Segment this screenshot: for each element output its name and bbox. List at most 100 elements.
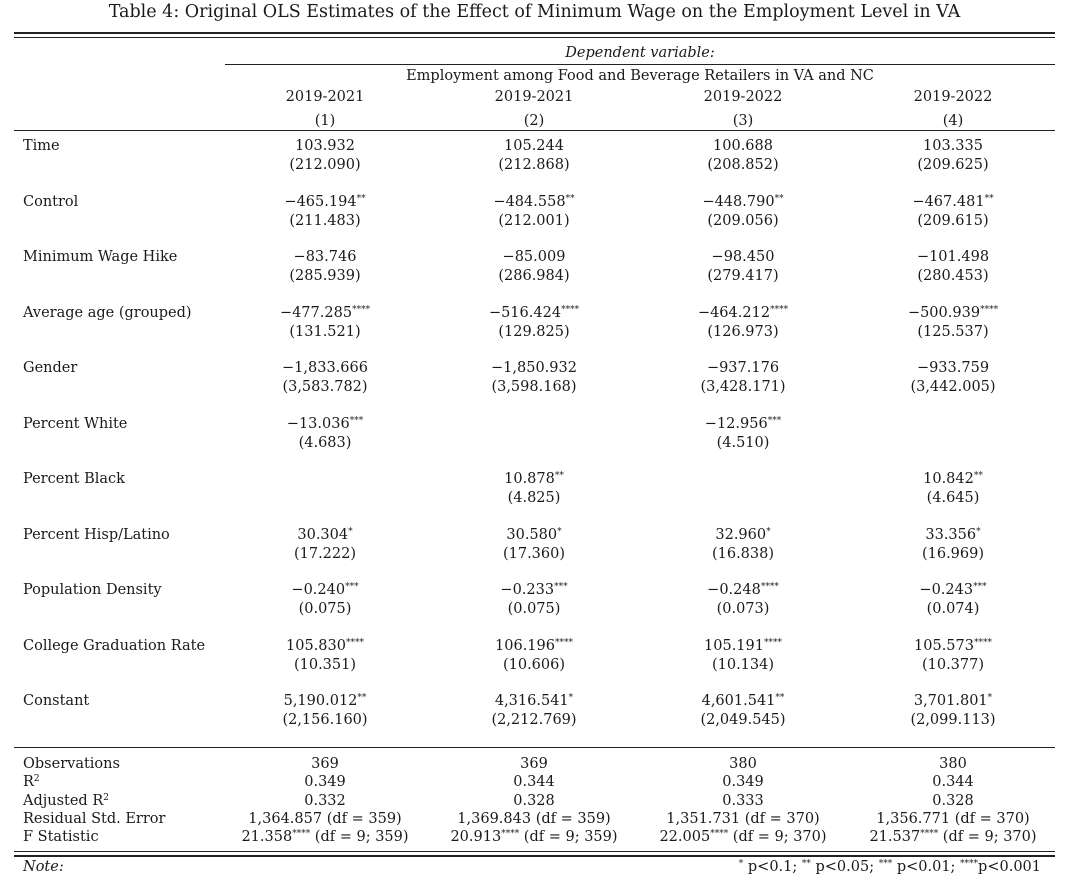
standard-error: (4.825) — [507, 490, 561, 506]
coefficient: 103.932 — [295, 138, 355, 157]
stat-value: 0.344 — [513, 774, 555, 793]
cell-suffix: (df = 9; 370) — [728, 829, 827, 845]
cell-value: 33.356 — [925, 526, 977, 543]
stat-label: R2 — [23, 774, 40, 793]
standard-error: (4.683) — [298, 434, 352, 451]
standard-error: (279.417) — [707, 268, 779, 284]
coefficient: −1,833.666 — [282, 360, 368, 379]
row-label: Gender — [23, 360, 78, 376]
column-number: (4) — [942, 113, 964, 129]
cell-value: −85.009 — [502, 249, 566, 265]
row-label: Minimum Wage Hike — [23, 249, 178, 265]
cell-value: 30.304 — [297, 526, 349, 543]
stat-value: 1,369.843 (df = 359) — [457, 811, 610, 830]
standard-error: (209.615) — [917, 212, 989, 229]
column-year: 2019-2022 — [913, 89, 993, 105]
cell-value: 0.328 — [513, 793, 555, 809]
standard-error: (0.074) — [926, 601, 980, 617]
cell-value: −448.790 — [702, 193, 775, 210]
cell-value: −0.240 — [291, 582, 346, 598]
standard-error: (3,428.171) — [700, 379, 786, 395]
column-year: 2019-2022 — [703, 89, 783, 105]
coefficient: 33.356* — [925, 527, 980, 546]
row-label: Constant — [23, 693, 90, 709]
stats-rule — [14, 747, 1055, 748]
stat-value: 0.328 — [932, 793, 974, 812]
stat-label-superscript: 2 — [33, 774, 40, 784]
cell-value: 1,364.857 (df = 359) — [248, 811, 402, 827]
standard-error: (16.969) — [921, 545, 985, 562]
stat-label-text: Adjusted R — [23, 793, 104, 809]
coefficient: 4,316.541* — [495, 693, 573, 712]
significance-stars: * — [987, 693, 993, 703]
coefficient: 3,701.801* — [914, 693, 992, 712]
stat-value: 0.344 — [932, 774, 974, 793]
significance-stars: **** — [561, 304, 580, 315]
cell-value: −477.285 — [279, 304, 353, 321]
significance-stars: *** — [767, 415, 782, 426]
note-stars: * — [738, 859, 744, 869]
cell-value: 106.196 — [495, 637, 555, 654]
coefficient: −101.498 — [917, 249, 989, 268]
cell-value: −465.194 — [284, 193, 357, 210]
standard-error: (209.625) — [917, 157, 989, 173]
standard-error: (2,156.160) — [282, 712, 368, 728]
cell-value: 4,601.541 — [701, 693, 776, 709]
coefficient: −98.450 — [712, 249, 775, 268]
cell-value: 0.328 — [932, 793, 974, 809]
significance-stars: **** — [920, 829, 939, 839]
cell-value: 5,190.012 — [283, 693, 358, 709]
standard-error: (3,442.005) — [910, 379, 996, 395]
standard-error: (2,212.769) — [491, 712, 577, 728]
standard-error: (129.825) — [498, 323, 570, 340]
cell-value: −1,850.932 — [491, 360, 577, 376]
stat-label: Residual Std. Error — [23, 811, 165, 830]
row-label: Time — [23, 138, 60, 154]
standard-error: (10.351) — [293, 656, 357, 673]
column-number: (2) — [523, 113, 545, 129]
header-rule — [14, 130, 1055, 131]
note-stars: **** — [960, 859, 979, 869]
standard-error: (212.090) — [289, 157, 361, 173]
stat-label-text: F Statistic — [23, 829, 99, 845]
cell-value: 380 — [729, 756, 757, 772]
stat-value: 0.332 — [304, 793, 346, 812]
cell-value: 10.878 — [504, 471, 555, 487]
coefficient: −85.009 — [503, 249, 566, 268]
standard-error: (209.056) — [707, 212, 779, 229]
stat-value: 0.349 — [304, 774, 346, 793]
column-number: (3) — [732, 113, 754, 129]
stat-label-superscript: 2 — [103, 793, 109, 803]
coefficient: 105.191**** — [704, 638, 782, 657]
cell-value: 30.580 — [506, 526, 558, 543]
stat-label: Observations — [23, 756, 120, 775]
cell-value: −0.243 — [919, 582, 974, 598]
cell-value: 369 — [311, 756, 339, 772]
coefficient: 105.573**** — [914, 638, 992, 657]
cell-value: 369 — [520, 756, 548, 772]
coefficient: −0.243*** — [919, 582, 986, 601]
cell-value: 105.191 — [704, 637, 764, 654]
coefficient: −0.248**** — [707, 582, 779, 601]
cell-value: 1,356.771 (df = 370) — [876, 811, 1030, 827]
stat-value: 0.328 — [513, 793, 555, 812]
standard-error: (212.868) — [498, 157, 570, 173]
stat-value: 380 — [729, 756, 757, 775]
significance-note: * p<0.1; ** p<0.05; *** p<0.01; ****p<0.… — [739, 859, 1041, 878]
cell-value: 21.537 — [869, 829, 921, 845]
coefficient: −467.481** — [912, 194, 993, 213]
stat-label-text: R — [23, 774, 34, 790]
coefficient: −933.759 — [917, 360, 989, 379]
significance-stars: ** — [357, 693, 367, 703]
cell-value: 105.830 — [286, 637, 346, 654]
cell-value: −101.498 — [916, 249, 990, 265]
stat-value: 22.005**** (df = 9; 370) — [659, 829, 826, 848]
cell-value: −98.450 — [711, 249, 775, 265]
standard-error: (4.510) — [716, 434, 770, 451]
significance-stars: ** — [775, 693, 785, 703]
cell-value: −0.248 — [707, 582, 761, 598]
coefficient: 106.196**** — [495, 638, 573, 657]
row-label: Average age (grouped) — [23, 304, 192, 321]
standard-error: (285.939) — [289, 268, 361, 284]
standard-error: (126.973) — [707, 323, 779, 340]
